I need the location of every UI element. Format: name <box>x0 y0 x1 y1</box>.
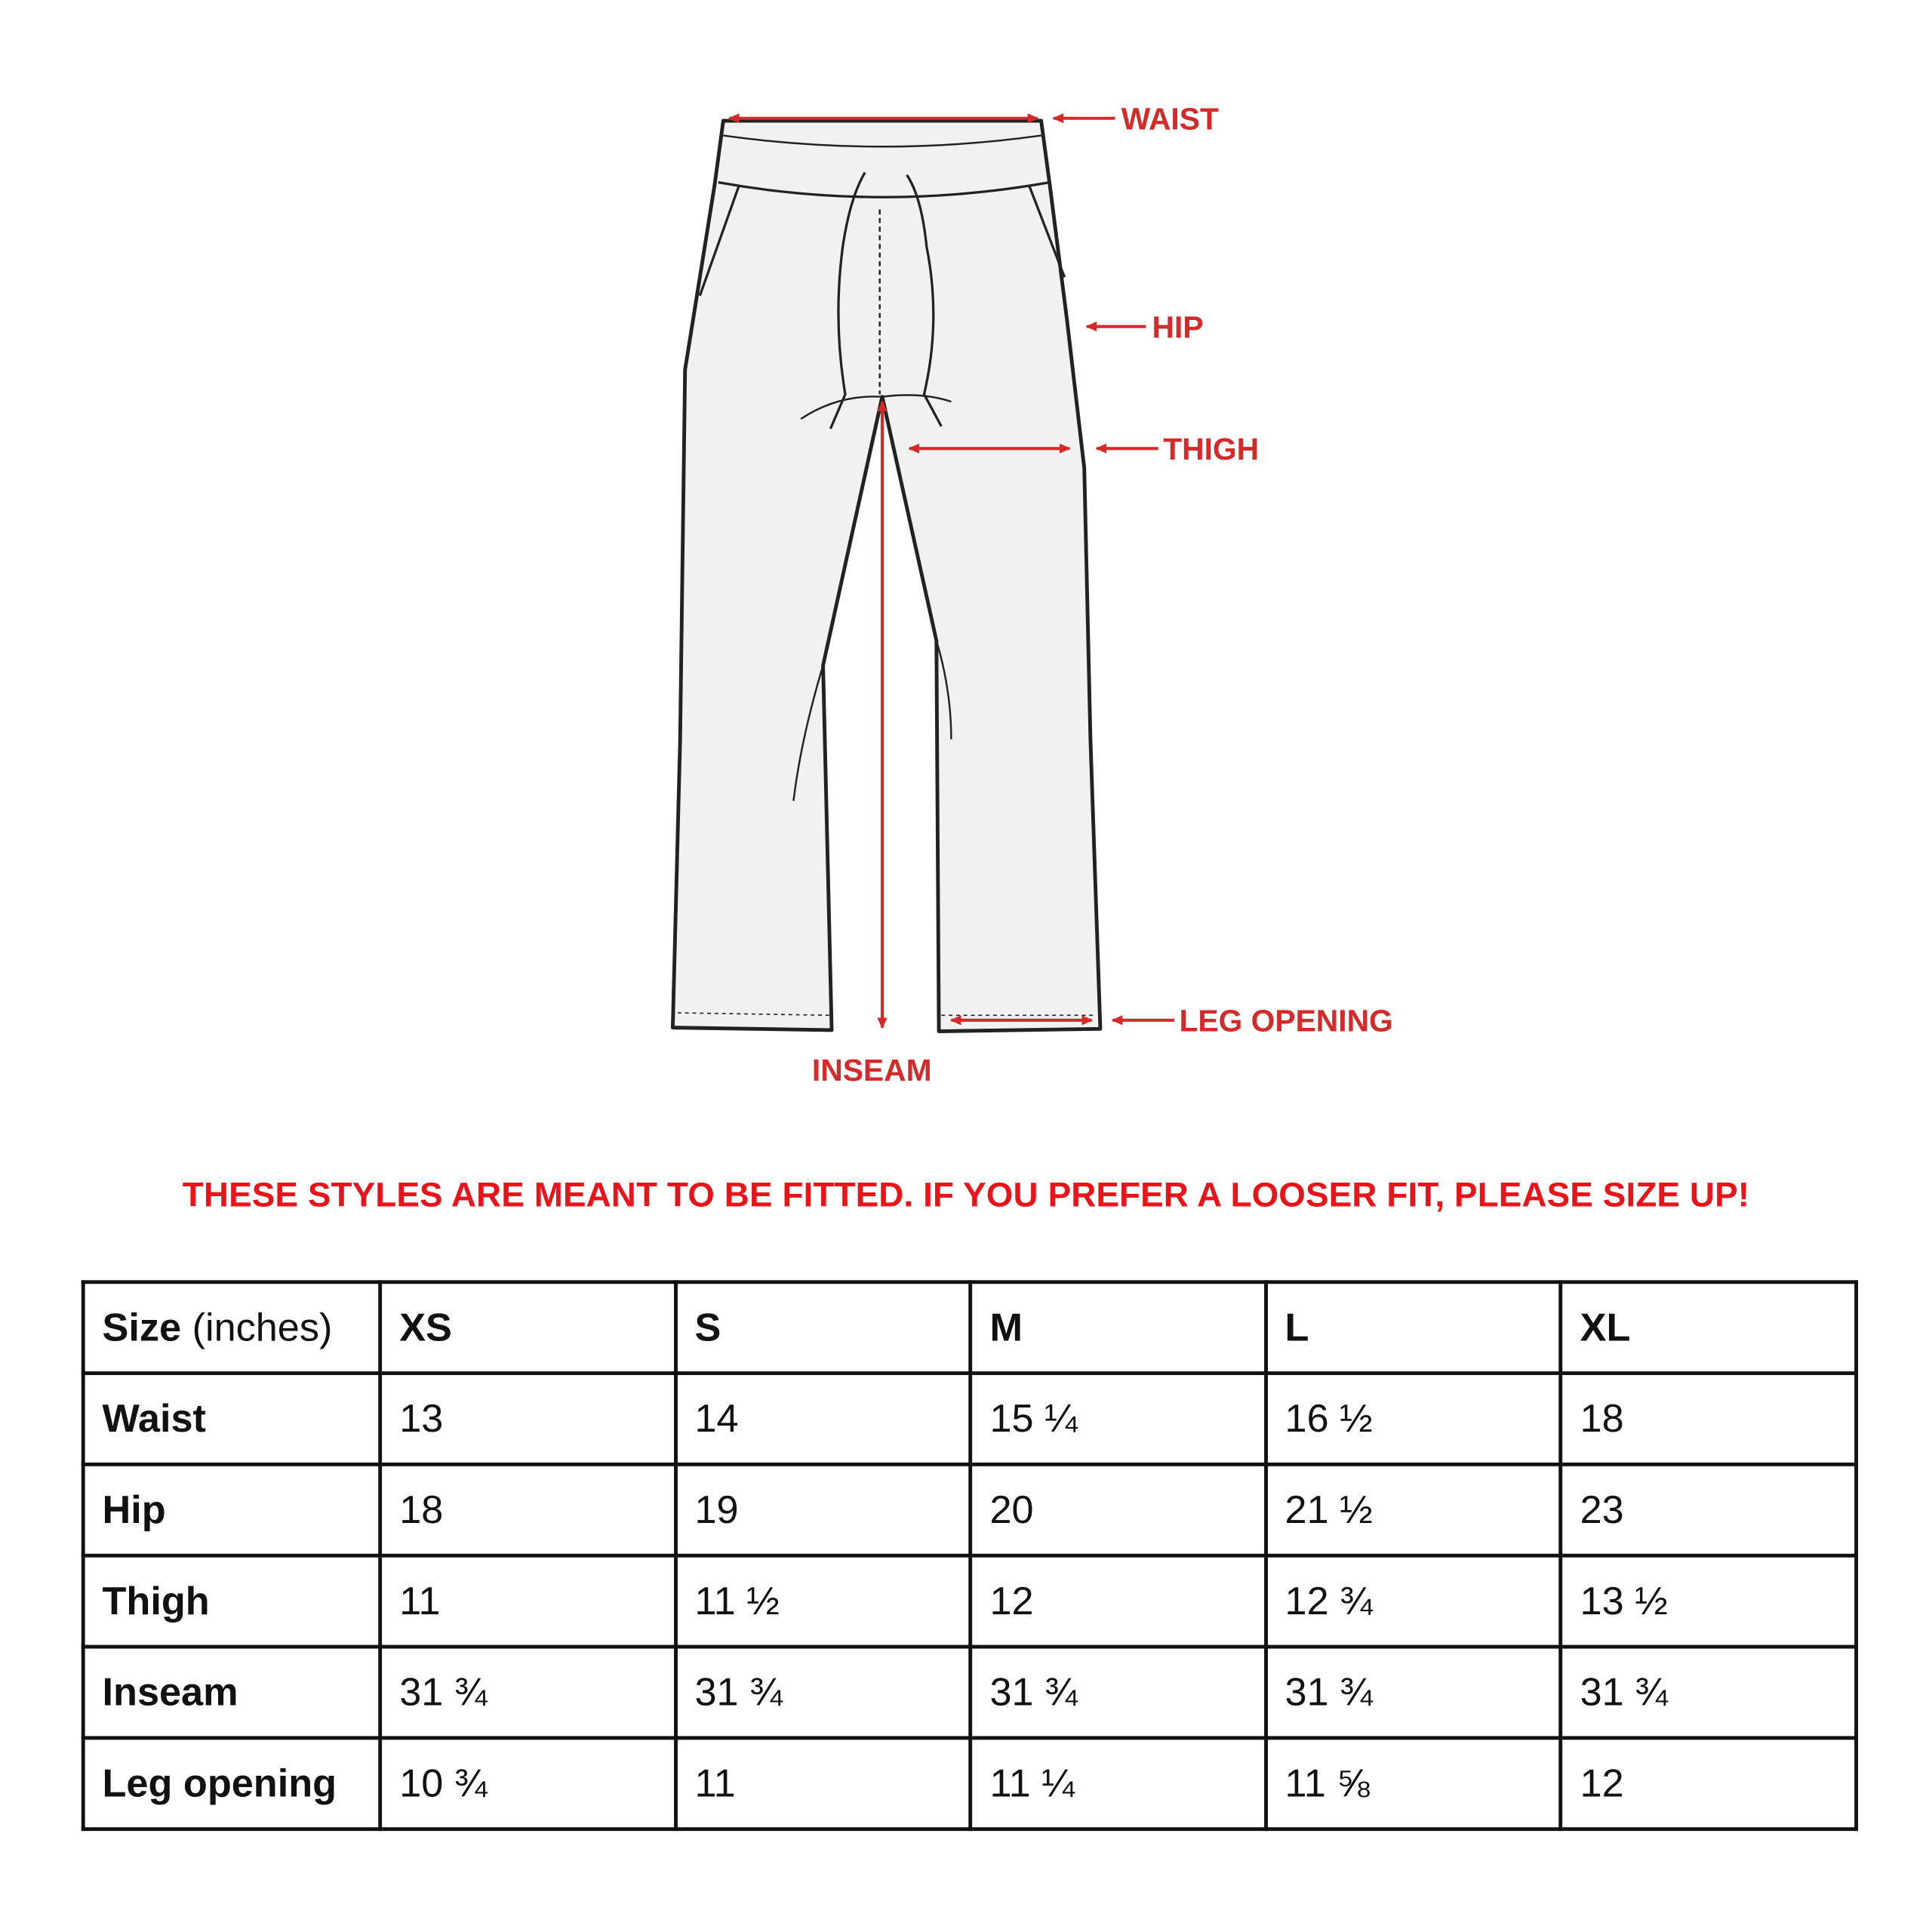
row-label: Waist <box>81 1371 383 1466</box>
table-row-waist: Waist 13 14 15 ¼ 16 ½ 18 <box>81 1371 1859 1466</box>
table-cell: 10 ¾ <box>378 1736 678 1832</box>
size-chart-table: Size (inches) XS S M L XL Waist 13 14 15… <box>81 1280 1859 1832</box>
table-cell: 11 <box>378 1553 678 1649</box>
table-cell: 11 ½ <box>673 1553 973 1649</box>
table-cell: 20 <box>968 1462 1268 1558</box>
table-cell: 31 ¾ <box>378 1644 678 1740</box>
table-cell: 18 <box>378 1462 678 1558</box>
table-cell: 12 <box>1558 1736 1859 1832</box>
row-label: Inseam <box>81 1644 383 1740</box>
table-cell: 12 ¾ <box>1263 1553 1563 1649</box>
fit-notice: THESE STYLES ARE MEANT TO BE FITTED. IF … <box>182 1175 1750 1214</box>
size-l-header: L <box>1263 1280 1563 1376</box>
table-cell: 31 ¾ <box>673 1644 973 1740</box>
table-cell: 21 ½ <box>1263 1462 1563 1558</box>
table-cell: 14 <box>673 1371 973 1466</box>
inseam-label: INSEAM <box>812 1053 932 1088</box>
table-row-leg-opening: Leg opening 10 ¾ 11 11 ¼ 11 ⅝ 12 <box>81 1736 1859 1832</box>
hip-label: HIP <box>1152 309 1204 344</box>
row-label: Hip <box>81 1462 383 1558</box>
table-row-thigh: Thigh 11 11 ½ 12 12 ¾ 13 ½ <box>81 1553 1859 1649</box>
table-cell: 18 <box>1558 1371 1859 1466</box>
table-cell: 13 <box>378 1371 678 1466</box>
pants-measurement-diagram: WAIST HIP THIGH LEG OPENING INSEAM <box>670 101 1393 1088</box>
table-cell: 13 ½ <box>1558 1553 1859 1649</box>
row-label: Thigh <box>81 1553 383 1649</box>
table-cell: 31 ¾ <box>1558 1644 1859 1740</box>
unit-label: (inches) <box>192 1304 333 1349</box>
table-row-hip: Hip 18 19 20 21 ½ 23 <box>81 1462 1859 1558</box>
size-m-header: M <box>968 1280 1268 1376</box>
size-header-label: Size <box>102 1304 182 1349</box>
table-cell: 11 <box>673 1736 973 1832</box>
table-cell: 19 <box>673 1462 973 1558</box>
size-xl-header: XL <box>1558 1280 1859 1376</box>
table-cell: 12 <box>968 1553 1268 1649</box>
table-header-row: Size (inches) XS S M L XL <box>81 1280 1859 1376</box>
pants-illustration <box>670 118 1103 1033</box>
thigh-label: THIGH <box>1163 432 1259 466</box>
table-cell: 15 ¼ <box>968 1371 1268 1466</box>
waist-label: WAIST <box>1121 101 1219 136</box>
size-header-cell: Size (inches) <box>81 1280 383 1376</box>
table-cell: 11 ¼ <box>968 1736 1268 1832</box>
table-cell: 11 ⅝ <box>1263 1736 1563 1832</box>
table-cell: 23 <box>1558 1462 1859 1558</box>
size-s-header: S <box>673 1280 973 1376</box>
leg-opening-label: LEG OPENING <box>1179 1004 1392 1038</box>
table-cell: 31 ¾ <box>1263 1644 1563 1740</box>
table-cell: 31 ¾ <box>968 1644 1268 1740</box>
table-cell: 16 ½ <box>1263 1371 1563 1466</box>
size-xs-header: XS <box>378 1280 678 1376</box>
row-label: Leg opening <box>81 1736 383 1832</box>
table-row-inseam: Inseam 31 ¾ 31 ¾ 31 ¾ 31 ¾ 31 ¾ <box>81 1644 1859 1740</box>
